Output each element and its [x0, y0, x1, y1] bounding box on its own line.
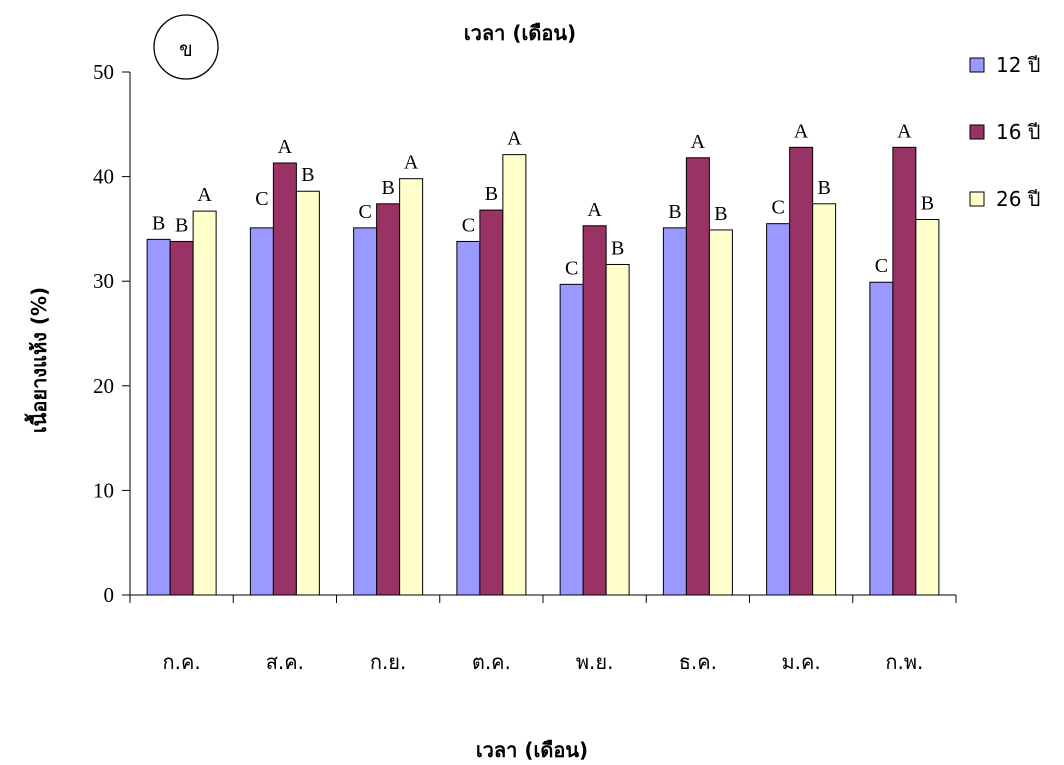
panel-badge: ข [153, 14, 219, 80]
significance-label: C [875, 255, 888, 277]
significance-label: B [611, 237, 624, 259]
significance-label: B [714, 203, 727, 225]
y-tick-label: 0 [104, 583, 115, 607]
axes-group: 0 10 20 30 40 50 ก.ค. ส.ค. ก.ย. ต.ค. พ.ย. ธ.ค. ม.ค. ก… [93, 60, 957, 674]
significance-label: A [507, 128, 522, 150]
legend-swatch [969, 124, 985, 140]
legend: 12 ปี 16 ปี 26 ปี [969, 53, 1041, 211]
y-tick-label: 50 [93, 60, 114, 84]
bar [169, 240, 194, 596]
significance-label: B [381, 177, 394, 199]
bar [605, 263, 630, 596]
x-tick-label: ส.ค. [266, 650, 304, 674]
significance-label: A [691, 131, 706, 153]
bar [295, 190, 320, 596]
bar [272, 162, 297, 596]
legend-label: 16 ปี [996, 120, 1041, 144]
legend-label: 26 ปี [996, 187, 1041, 211]
y-tick-label: 10 [93, 478, 114, 502]
legend-swatch [969, 191, 985, 207]
significance-label: B [817, 177, 830, 199]
y-tick-label: 40 [93, 165, 114, 189]
significance-label: A [197, 184, 212, 206]
bar [892, 146, 917, 596]
bar [812, 203, 837, 596]
bar [399, 178, 424, 596]
bar [869, 281, 894, 596]
chart-title: เวลา (เดือน) [464, 21, 576, 45]
panel-label: ข [179, 37, 193, 61]
x-tick-label: ต.ค. [472, 650, 511, 674]
significance-label: B [175, 214, 188, 236]
x-tick-label: ธ.ค. [679, 650, 717, 674]
x-tick-label: ก.พ. [885, 650, 923, 674]
significance-label: B [485, 183, 498, 205]
significance-label: A [794, 120, 809, 142]
bar [559, 283, 584, 596]
legend-swatch [969, 57, 985, 73]
significance-label: C [462, 214, 475, 236]
bar [479, 209, 504, 596]
bar [353, 227, 378, 596]
bar [766, 223, 791, 596]
significance-label: C [565, 257, 578, 279]
y-axis-title: เนื้อยางแห้ง (%) [24, 287, 51, 433]
bar [249, 227, 274, 596]
significance-label: C [771, 197, 784, 219]
significance-label: A [897, 120, 912, 142]
significance-label: B [668, 201, 681, 223]
significance-label: B [301, 164, 314, 186]
x-tick-label: ก.ค. [163, 650, 201, 674]
bar [192, 210, 217, 596]
significance-label: C [255, 188, 268, 210]
y-tick-label: 20 [93, 374, 114, 398]
bars-group [146, 146, 940, 596]
significance-label: A [278, 136, 293, 158]
y-tick-label: 30 [93, 269, 114, 293]
bar [915, 218, 940, 596]
bar [376, 203, 401, 596]
x-tick-label: พ.ย. [576, 650, 614, 674]
panel-circle [153, 14, 219, 80]
bar [582, 225, 607, 596]
bar [146, 238, 171, 596]
bar [502, 154, 527, 596]
legend-label: 12 ปี [996, 53, 1041, 77]
x-tick-label: ก.ย. [370, 650, 407, 674]
bar [456, 240, 481, 596]
significance-label: A [587, 199, 602, 221]
x-tick-label: ม.ค. [781, 650, 820, 674]
bar [662, 227, 687, 596]
x-axis-title: เวลา (เดือน) [476, 738, 588, 762]
bar [685, 157, 710, 596]
significance-label: B [921, 192, 934, 214]
significance-label: B [152, 212, 165, 234]
bar [708, 229, 733, 596]
significance-label: C [358, 201, 371, 223]
significance-label: A [404, 152, 419, 174]
bar [789, 146, 814, 596]
